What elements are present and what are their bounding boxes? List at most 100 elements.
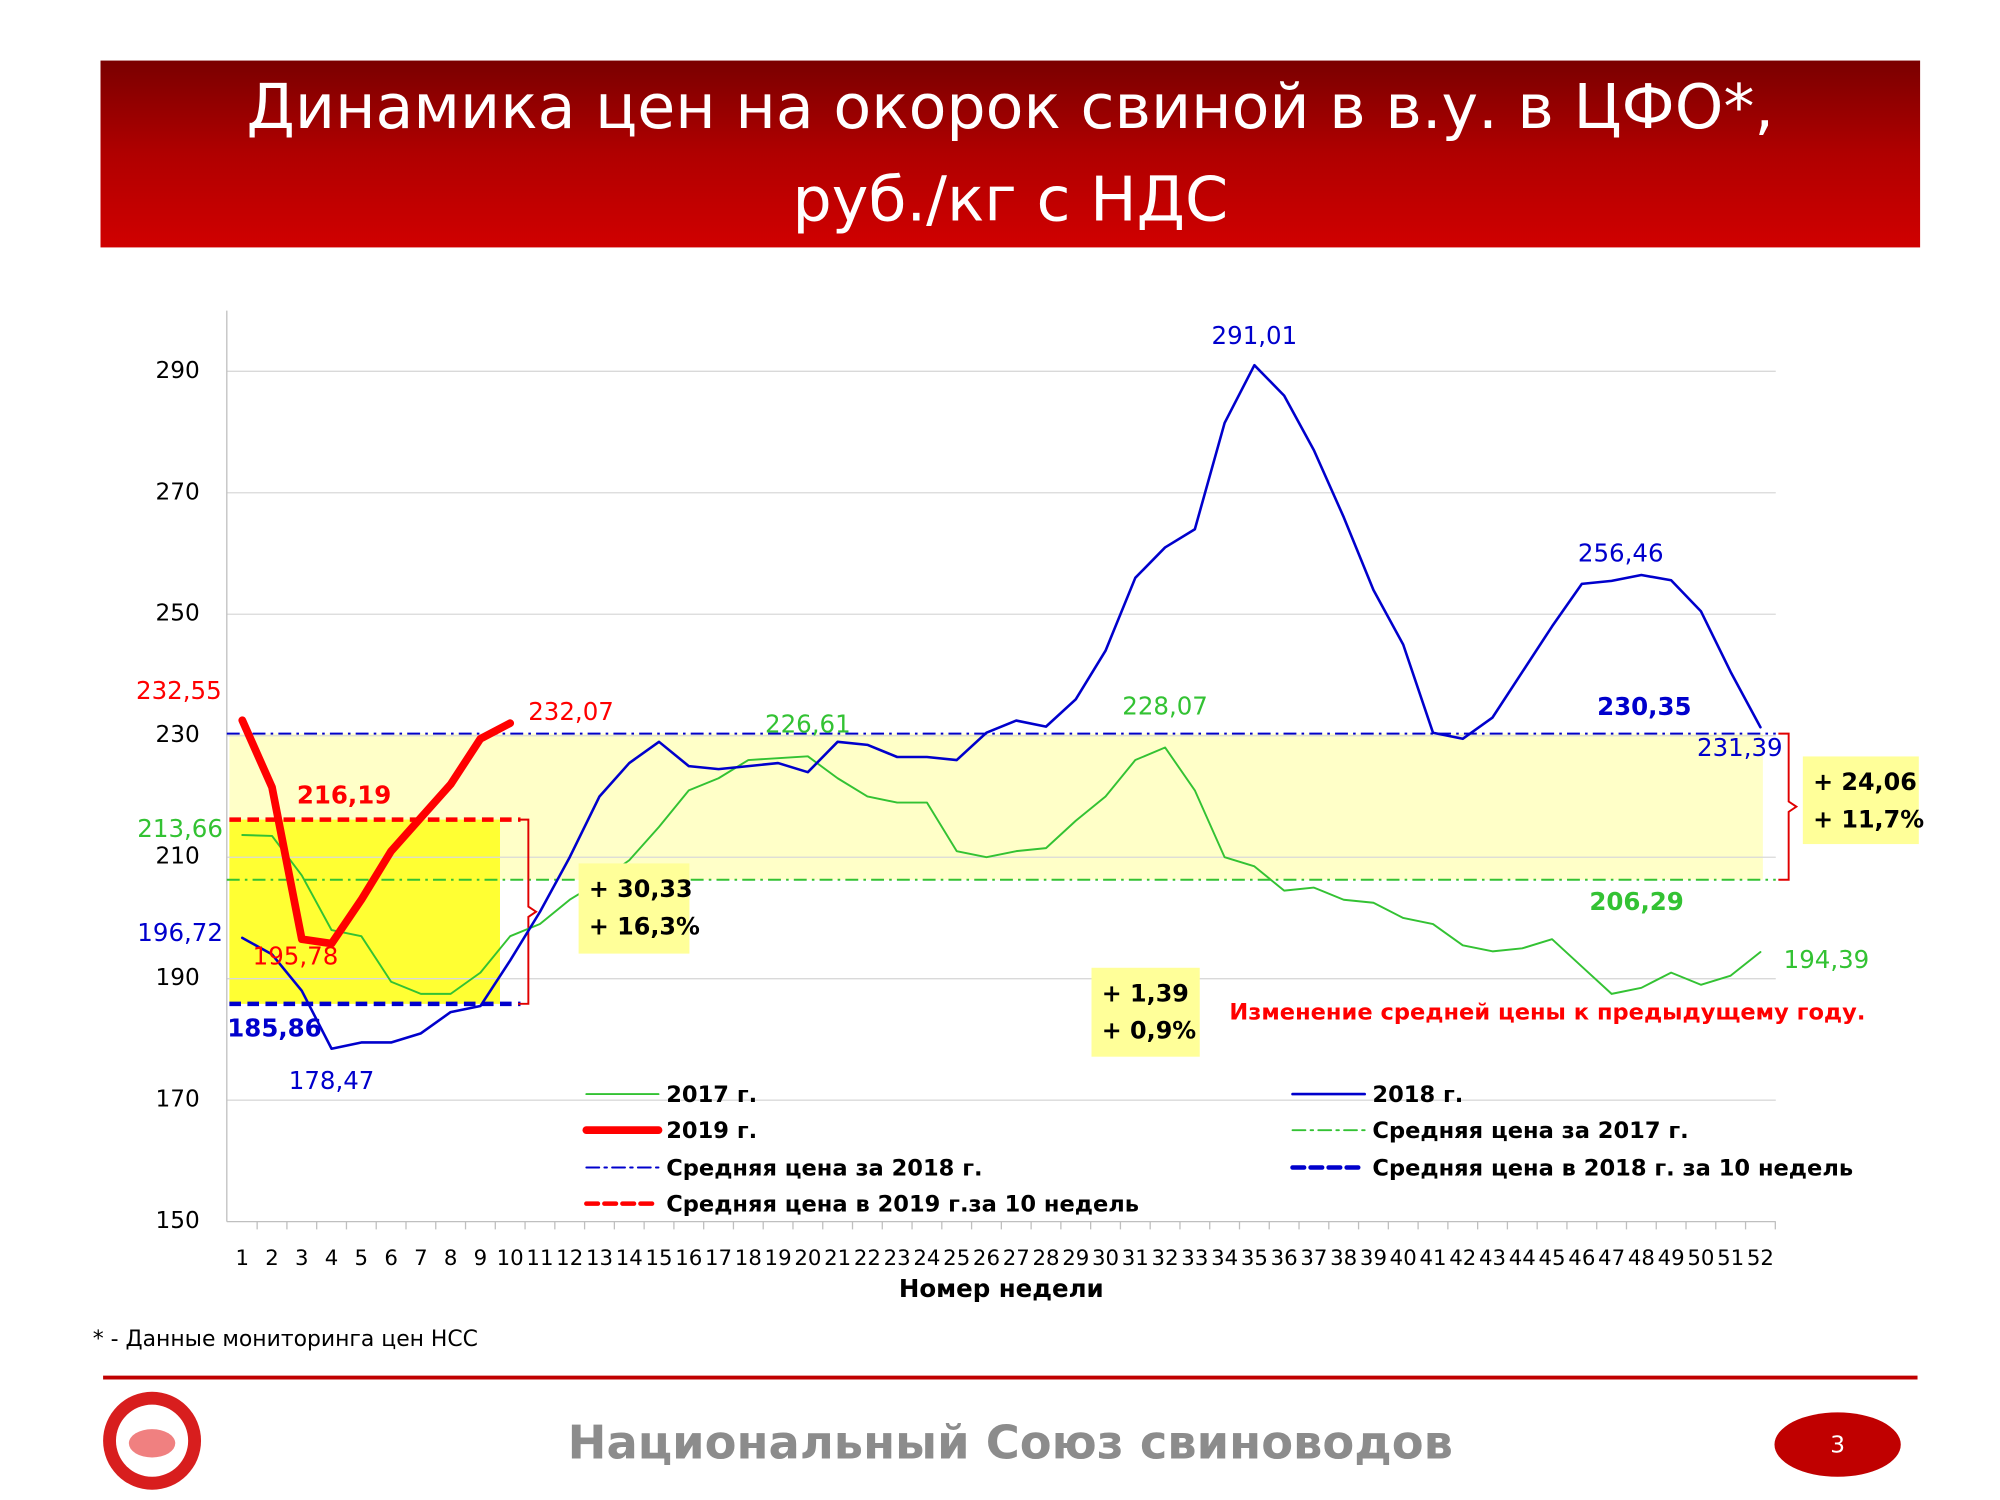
value-label: 194,39 xyxy=(1784,945,1870,974)
x-tick-label: 19 xyxy=(765,1246,792,1271)
x-tick-label: 48 xyxy=(1628,1246,1655,1271)
legend-label: 2018 г. xyxy=(1372,1082,1463,1108)
value-label: 226,61 xyxy=(765,709,851,738)
footer-org: Национальный Союз свиноводов xyxy=(568,1415,1453,1469)
legend-label: Средняя цена в 2018 г. за 10 недель xyxy=(1372,1155,1853,1181)
annotation-box xyxy=(578,863,690,954)
x-tick-label: 7 xyxy=(414,1246,428,1271)
x-tick-label: 43 xyxy=(1479,1246,1506,1271)
y-tick-label: 290 xyxy=(155,357,199,384)
value-label: 196,72 xyxy=(137,918,223,947)
x-axis-label: Номер недели xyxy=(899,1274,1104,1303)
x-tick-label: 2 xyxy=(265,1246,279,1271)
range-band xyxy=(229,819,500,1004)
value-label: 195,78 xyxy=(253,942,339,971)
x-tick-label: 29 xyxy=(1062,1246,1089,1271)
annotation-text: + 0,9% xyxy=(1102,1017,1196,1045)
value-label: 178,47 xyxy=(289,1066,375,1095)
x-tick-label: 30 xyxy=(1092,1246,1119,1271)
annotation-text: + 30,33 xyxy=(589,875,693,903)
x-tick-label: 16 xyxy=(675,1246,702,1271)
header-bar xyxy=(100,60,1921,248)
y-tick-label: 250 xyxy=(155,600,199,627)
bracket xyxy=(1778,732,1799,881)
x-tick-label: 21 xyxy=(824,1246,851,1271)
title-line: руб./кг с НДС xyxy=(792,164,1228,236)
x-tick-label: 49 xyxy=(1658,1246,1685,1271)
x-tick-label: 31 xyxy=(1122,1246,1149,1271)
value-label: 291,01 xyxy=(1212,321,1298,350)
x-tick-label: 23 xyxy=(884,1246,911,1271)
x-tick-label: 10 xyxy=(497,1246,524,1271)
legend-label: Средняя цена в 2019 г.за 10 недель xyxy=(666,1191,1139,1217)
y-tick-label: 230 xyxy=(155,721,199,748)
annotation-box xyxy=(1091,967,1200,1057)
x-tick-label: 11 xyxy=(526,1246,553,1271)
annotation-text: + 24,06 xyxy=(1813,768,1917,796)
reference-label: 216,19 xyxy=(297,780,391,809)
y-tick-label: 150 xyxy=(155,1207,199,1234)
x-tick-label: 15 xyxy=(645,1246,672,1271)
x-tick-label: 12 xyxy=(556,1246,583,1271)
x-tick-label: 44 xyxy=(1509,1246,1536,1271)
footnote: * - Данные мониторинга цен НСС xyxy=(93,1327,478,1352)
x-tick-label: 47 xyxy=(1598,1246,1625,1271)
x-tick-label: 20 xyxy=(794,1246,821,1271)
series-line xyxy=(241,746,1762,995)
series-line xyxy=(238,716,515,948)
x-tick-label: 24 xyxy=(913,1246,940,1271)
series-line xyxy=(240,363,1762,1051)
annotation-text: + 11,7% xyxy=(1813,805,1924,833)
annotation-text: + 16,3% xyxy=(589,912,700,940)
x-tick-label: 38 xyxy=(1330,1246,1357,1271)
page-badge xyxy=(1774,1412,1901,1477)
annotation-text: + 1,39 xyxy=(1102,979,1189,1007)
y-tick-label: 270 xyxy=(155,478,199,505)
annotation-box xyxy=(1802,756,1919,845)
value-label: 256,46 xyxy=(1578,538,1664,567)
legend-label: 2017 г. xyxy=(666,1082,757,1108)
value-label: 232,55 xyxy=(136,676,222,705)
x-tick-label: 32 xyxy=(1152,1246,1179,1271)
x-tick-label: 36 xyxy=(1271,1246,1298,1271)
x-tick-label: 3 xyxy=(295,1246,309,1271)
x-tick-label: 1 xyxy=(236,1246,250,1271)
x-tick-label: 40 xyxy=(1390,1246,1417,1271)
value-label: 213,66 xyxy=(137,814,223,843)
x-tick-label: 42 xyxy=(1449,1246,1476,1271)
reference-label: 206,29 xyxy=(1589,887,1683,916)
x-tick-label: 9 xyxy=(474,1246,488,1271)
title-line: Динамика цен на окорок свиной в в.у. в Ц… xyxy=(247,71,1774,143)
value-label: 232,07 xyxy=(528,697,614,726)
x-tick-label: 52 xyxy=(1747,1246,1774,1271)
x-tick-label: 33 xyxy=(1181,1246,1208,1271)
note: Изменение средней цены к предыдущему год… xyxy=(1229,999,1865,1025)
x-tick-label: 51 xyxy=(1717,1246,1744,1271)
x-tick-label: 41 xyxy=(1419,1246,1446,1271)
x-tick-label: 17 xyxy=(705,1246,732,1271)
x-tick-label: 39 xyxy=(1360,1246,1387,1271)
x-tick-label: 50 xyxy=(1687,1246,1714,1271)
reference-label: 185,86 xyxy=(227,1014,321,1043)
value-label: 228,07 xyxy=(1122,692,1208,721)
legend-label: Средняя цена за 2018 г. xyxy=(666,1155,982,1181)
x-tick-label: 34 xyxy=(1211,1246,1238,1271)
x-tick-label: 27 xyxy=(1003,1246,1030,1271)
logo xyxy=(103,1391,202,1490)
x-tick-label: 18 xyxy=(735,1246,762,1271)
value-label: 231,39 xyxy=(1697,733,1783,762)
bracket xyxy=(518,818,538,1005)
legend-label: 2019 г. xyxy=(666,1118,757,1144)
x-tick-label: 5 xyxy=(355,1246,369,1271)
reference-label: 230,35 xyxy=(1597,692,1691,721)
x-tick-label: 14 xyxy=(616,1246,643,1271)
page-number: 3 xyxy=(1830,1431,1845,1458)
x-tick-label: 45 xyxy=(1539,1246,1566,1271)
x-tick-label: 46 xyxy=(1568,1246,1595,1271)
x-tick-label: 35 xyxy=(1241,1246,1268,1271)
x-tick-label: 4 xyxy=(325,1246,339,1271)
x-tick-label: 13 xyxy=(586,1246,613,1271)
x-tick-label: 22 xyxy=(854,1246,881,1271)
